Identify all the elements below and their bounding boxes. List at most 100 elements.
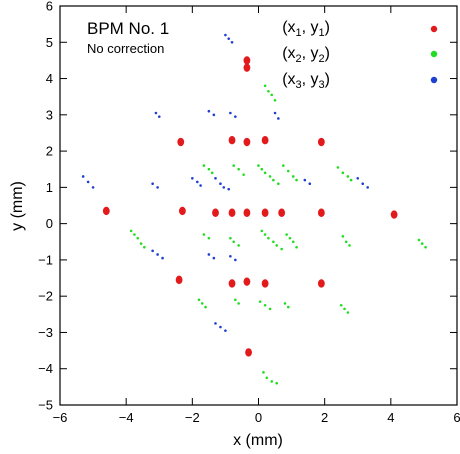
y-tick-label: 0 (46, 216, 53, 231)
point-s3 (214, 322, 217, 325)
point-s3 (207, 109, 211, 113)
point-s3 (224, 329, 227, 332)
point-s1 (261, 208, 269, 217)
point-s2 (268, 307, 272, 311)
point-s3 (277, 117, 280, 120)
data-points (81, 33, 427, 385)
point-s1 (243, 137, 251, 147)
point-s3 (151, 182, 154, 186)
y-tick-label: −4 (38, 361, 53, 376)
chart-title: BPM No. 1 (87, 19, 169, 38)
point-s2 (275, 381, 278, 385)
x-tick-label: 6 (453, 410, 460, 425)
point-s3 (273, 111, 277, 115)
point-s3 (151, 249, 154, 253)
y-tick-label: 5 (46, 35, 53, 50)
point-s3 (86, 180, 90, 184)
point-s3 (161, 256, 164, 260)
point-s2 (263, 84, 267, 88)
point-s3 (230, 40, 234, 44)
point-s3 (366, 186, 369, 189)
tick-labels: −6 −4 −2 0 2 4 6 −5 −4 −3 −2 −1 0 1 2 3 4 5 6 (38, 0, 460, 425)
point-s2 (232, 240, 235, 244)
point-s2 (200, 302, 204, 305)
point-s2 (229, 236, 232, 240)
point-s3 (212, 256, 216, 260)
point-s1 (175, 275, 183, 285)
point-s3 (156, 186, 159, 189)
point-s3 (214, 176, 217, 180)
point-s1 (243, 56, 251, 65)
point-s2 (346, 175, 350, 178)
legend-entry-1: (x1, y1) (282, 19, 330, 39)
point-s3 (91, 186, 95, 189)
point-s3 (81, 175, 85, 178)
y-tick-label: 3 (46, 107, 53, 122)
y-tick-label: −1 (38, 252, 53, 267)
point-s2 (202, 164, 206, 167)
point-s2 (237, 167, 240, 171)
legend-entry-2: (x2, y2) (282, 45, 330, 65)
point-s2 (257, 164, 260, 167)
point-s3 (222, 186, 226, 189)
point-s3 (199, 184, 202, 187)
point-s2 (139, 242, 143, 245)
point-s2 (336, 166, 340, 169)
point-s3 (191, 176, 194, 180)
point-s2 (341, 235, 345, 238)
y-tick-label: 1 (46, 180, 53, 195)
legend-entry-3: (x3, y3) (282, 71, 330, 91)
point-s1 (102, 206, 110, 216)
point-s2 (234, 298, 237, 302)
point-s2 (282, 164, 285, 167)
point-s3 (229, 111, 232, 115)
point-s2 (280, 247, 283, 251)
point-s2 (286, 305, 290, 309)
point-s1 (228, 279, 236, 288)
point-s3 (229, 254, 232, 258)
point-s2 (286, 169, 290, 173)
point-s2 (424, 245, 427, 249)
point-s1 (243, 63, 251, 72)
point-s2 (242, 173, 245, 176)
point-s2 (210, 171, 214, 175)
point-s2 (263, 233, 267, 236)
point-s3 (219, 182, 222, 186)
point-s3 (234, 258, 237, 262)
point-s2 (295, 245, 298, 249)
point-s2 (288, 236, 292, 240)
point-s2 (291, 240, 295, 244)
x-tick-label: −4 (119, 410, 134, 425)
legend-marker-1 (430, 25, 438, 33)
point-s1 (390, 210, 398, 219)
point-s2 (417, 238, 421, 242)
point-s2 (265, 376, 269, 380)
legend: (x1, y1) (x2, y2) (x3, y3) (282, 19, 438, 91)
point-s2 (237, 244, 240, 247)
point-s1 (261, 279, 269, 288)
point-s2 (277, 182, 280, 186)
point-s2 (344, 240, 348, 244)
x-tick-label: 0 (255, 410, 262, 425)
point-s3 (154, 111, 158, 115)
point-s3 (227, 37, 231, 40)
point-s2 (197, 298, 201, 302)
point-s1 (278, 208, 286, 217)
point-s3 (207, 253, 211, 256)
point-s2 (267, 236, 270, 240)
point-s1 (317, 208, 325, 217)
chart-subtitle: No correction (87, 41, 164, 56)
y-tick-label: −2 (38, 289, 53, 304)
point-s2 (207, 236, 211, 240)
x-tick-label: 4 (387, 410, 394, 425)
point-s2 (349, 178, 353, 182)
point-s1 (261, 136, 269, 145)
point-s2 (232, 164, 235, 167)
y-tick-label: −3 (38, 325, 53, 340)
point-s2 (207, 167, 211, 171)
point-s2 (272, 240, 275, 244)
point-s3 (234, 115, 237, 118)
point-s2 (262, 371, 265, 374)
point-s2 (258, 300, 262, 303)
